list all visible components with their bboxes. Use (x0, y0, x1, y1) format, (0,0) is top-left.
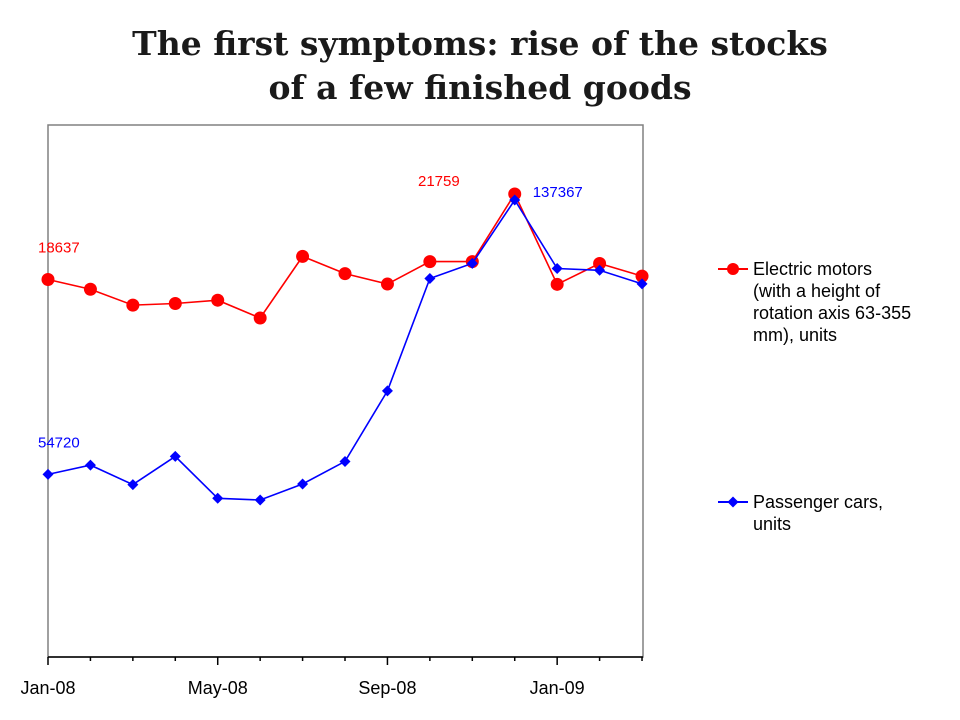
legend-label: Electric motors (753, 259, 872, 279)
legend-label: rotation axis 63-355 (753, 303, 911, 323)
legend-marker (727, 496, 739, 508)
data-point (509, 194, 521, 206)
data-point (508, 187, 522, 201)
data-point (338, 267, 352, 281)
x-tick-label: May-08 (188, 678, 248, 698)
series-passenger-cars (42, 194, 648, 506)
data-point (127, 479, 139, 491)
legend-marker (727, 263, 739, 275)
legend-label: mm), units (753, 325, 837, 345)
data-point (84, 459, 96, 471)
data-point (466, 257, 478, 269)
legend-label: Passenger cars, (753, 492, 883, 512)
data-point (636, 278, 648, 290)
data-label: 54720 (38, 434, 80, 451)
data-point (635, 269, 649, 283)
data-point (168, 296, 182, 310)
data-point (296, 249, 310, 263)
data-point (551, 263, 563, 275)
legend: Electric motors(with a height ofrotation… (718, 259, 911, 534)
x-axis-ticks: Jan-08 May-08 Sep-08 Jan-09 (20, 657, 643, 698)
data-point (297, 478, 309, 490)
legend-item-passenger-cars: Passenger cars,units (718, 492, 883, 534)
data-point (211, 293, 225, 307)
data-point (41, 272, 55, 286)
data-point (254, 494, 266, 506)
data-point (83, 282, 97, 296)
chart-title-line-1: The first symptoms: rise of the stocks (132, 24, 828, 63)
data-point (169, 450, 181, 462)
data-point (423, 255, 437, 269)
data-point (339, 455, 351, 467)
data-labels: 18637 21759 54720 137367 (38, 173, 583, 451)
data-point (42, 468, 54, 480)
series-line (47, 192, 643, 319)
x-tick-label: Jan-08 (20, 678, 75, 698)
series-layer (41, 187, 649, 506)
x-tick-label: Jan-09 (530, 678, 585, 698)
plot-area (47, 124, 644, 658)
x-tick-label: Sep-08 (358, 678, 416, 698)
data-point (424, 272, 436, 284)
series-electric-motors (41, 187, 649, 325)
data-label: 18637 (38, 239, 80, 256)
legend-label: (with a height of (753, 281, 881, 301)
legend-label: units (753, 514, 791, 534)
data-label: 21759 (418, 173, 460, 190)
data-point (380, 277, 394, 291)
data-point (594, 264, 606, 276)
data-point (381, 385, 393, 397)
data-point (593, 257, 607, 271)
data-label: 137367 (533, 184, 583, 201)
series-line (47, 198, 643, 501)
data-point (550, 277, 564, 291)
chart-title-line-2: of a few finished goods (268, 68, 692, 107)
data-point (253, 311, 267, 325)
data-point (126, 298, 140, 312)
legend-item-electric-motors: Electric motors(with a height ofrotation… (718, 259, 911, 345)
data-point (212, 492, 224, 504)
chart-title: The first symptoms: rise of the stocks o… (0, 22, 960, 110)
